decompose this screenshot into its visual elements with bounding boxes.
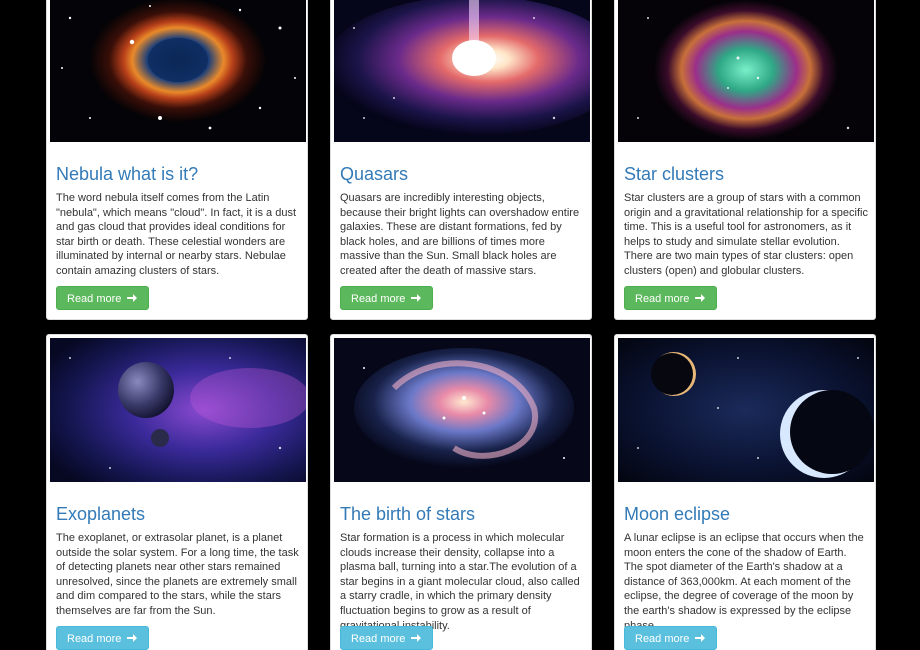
arrow-right-icon — [411, 294, 422, 302]
button-label: Read more — [67, 293, 122, 305]
card-star-clusters: Star clusters Star clusters are a group … — [614, 0, 876, 320]
arrow-right-icon — [695, 634, 706, 642]
button-label: Read more — [351, 633, 406, 645]
arrow-right-icon — [127, 634, 138, 642]
read-more-button[interactable]: Read more — [624, 626, 718, 650]
card-title: Star clusters — [624, 164, 725, 184]
button-label: Read more — [635, 633, 690, 645]
card-moon-eclipse: Moon eclipse A lunar eclipse is an eclip… — [614, 334, 876, 650]
card-quasars: Quasars Quasars are incredibly interesti… — [330, 0, 592, 320]
read-more-button[interactable]: Read more — [624, 286, 718, 310]
card-title: Quasars — [340, 164, 409, 184]
read-more-button[interactable]: Read more — [56, 286, 150, 310]
read-more-button[interactable]: Read more — [56, 626, 150, 650]
star-cluster-image — [618, 0, 874, 142]
card-text: A lunar eclipse is an eclipse that occur… — [624, 532, 864, 632]
star-birth-image — [334, 338, 590, 482]
read-more-button[interactable]: Read more — [340, 286, 434, 310]
card-title: Nebula what is it? — [56, 164, 199, 184]
card-birth-of-stars: The birth of stars Star formation is a p… — [330, 334, 592, 650]
card-text: Star clusters are a group of stars with … — [624, 192, 868, 277]
read-more-button[interactable]: Read more — [340, 626, 434, 650]
card-text: Quasars are incredibly interesting objec… — [340, 192, 580, 277]
card-text: The exoplanet, or extrasolar planet, is … — [56, 532, 299, 617]
card-title: Moon eclipse — [624, 504, 731, 524]
button-label: Read more — [67, 633, 122, 645]
button-label: Read more — [635, 293, 690, 305]
button-label: Read more — [351, 293, 406, 305]
card-text: The word nebula itself comes from the La… — [56, 192, 297, 277]
arrow-right-icon — [695, 294, 706, 302]
exoplanets-image — [50, 338, 306, 482]
card-text: Star formation is a process in which mol… — [340, 532, 580, 632]
eclipse-image — [618, 338, 874, 482]
nebula-image — [50, 0, 306, 142]
card-title: The birth of stars — [340, 504, 476, 524]
card-title: Exoplanets — [56, 504, 146, 524]
arrow-right-icon — [127, 294, 138, 302]
arrow-right-icon — [411, 634, 422, 642]
card-nebula: Nebula what is it? The word nebula itsel… — [46, 0, 308, 320]
card-exoplanets: Exoplanets The exoplanet, or extrasolar … — [46, 334, 308, 650]
quasar-image — [334, 0, 590, 142]
